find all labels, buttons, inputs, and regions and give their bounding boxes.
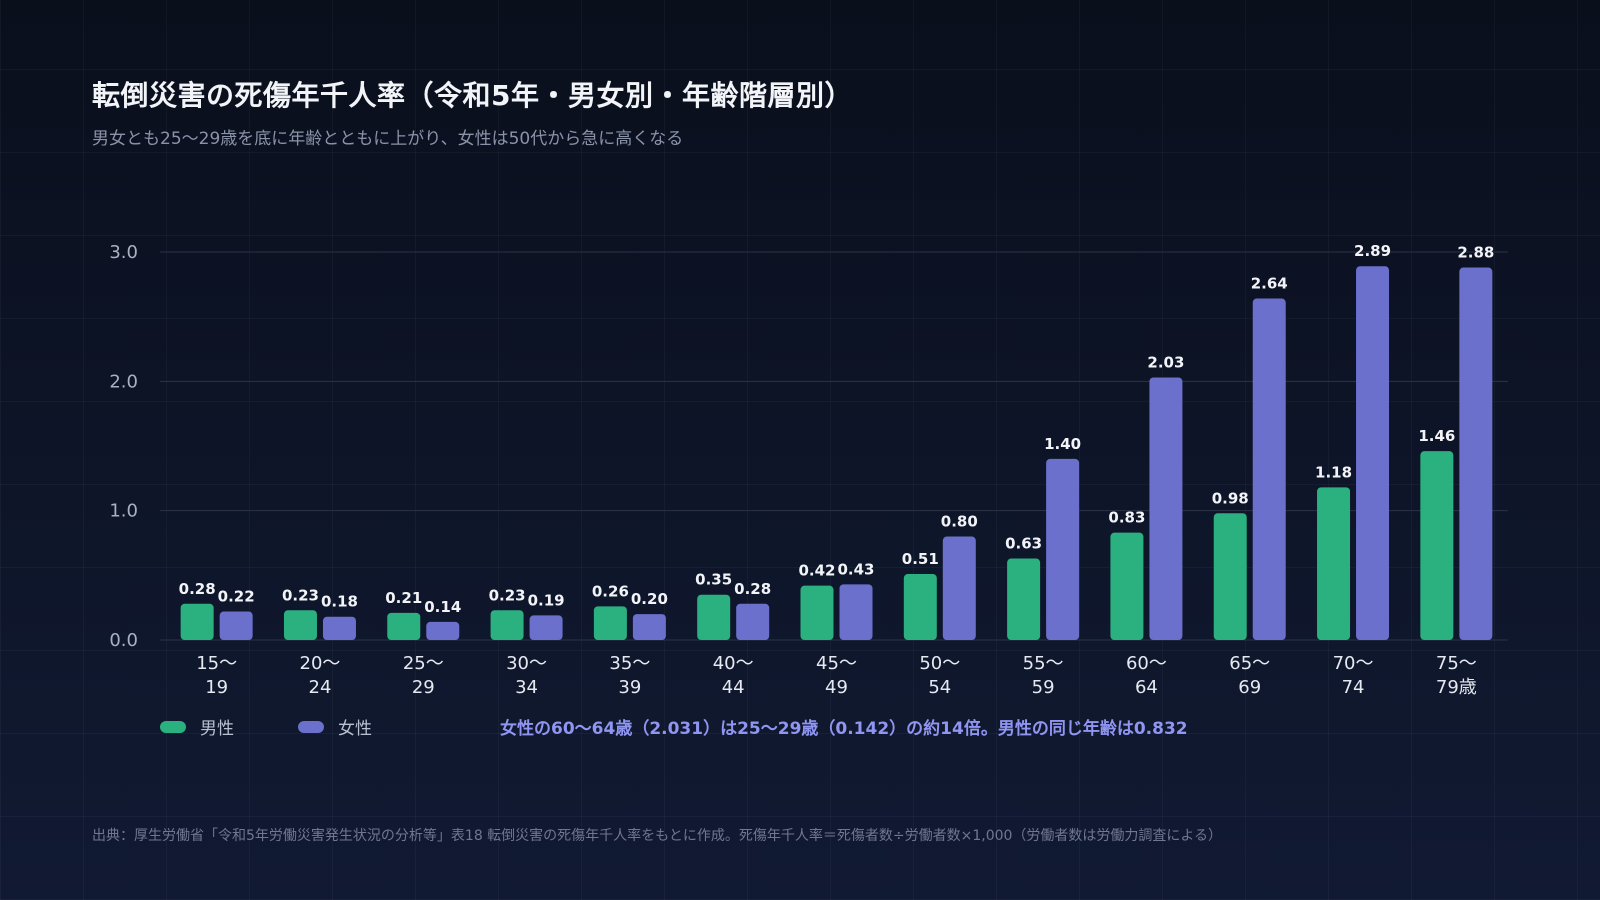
legend-item-male: 男性 [160, 714, 234, 739]
bar-female [839, 584, 873, 640]
x-tick-label: 49 [825, 677, 848, 698]
x-tick-label: 20〜 [300, 653, 341, 674]
x-tick-label: 39 [618, 677, 641, 698]
x-tick-label: 45〜 [816, 653, 857, 674]
x-tick-label: 35〜 [609, 653, 650, 674]
bar-male [1420, 451, 1454, 640]
bar-female [322, 616, 356, 640]
value-label-female: 0.80 [941, 513, 978, 531]
y-tick-label: 2.0 [109, 371, 138, 392]
legend-swatch-female [298, 720, 324, 733]
value-label-male: 1.18 [1315, 463, 1352, 481]
x-tick-label: 34 [515, 677, 538, 698]
value-label-male: 0.28 [179, 580, 216, 598]
bar-female [632, 614, 666, 640]
bar-female [1252, 298, 1286, 640]
x-tick-label: 50〜 [919, 653, 960, 674]
y-tick-label: 3.0 [109, 242, 138, 263]
value-label-male: 0.51 [902, 550, 939, 568]
bar-male [283, 610, 317, 640]
value-label-male: 0.98 [1212, 489, 1249, 507]
bar-male [490, 610, 524, 640]
legend-swatch-male [160, 720, 186, 733]
bar-male [180, 603, 214, 640]
legend-label-male: 男性 [200, 719, 234, 739]
bar-female [1356, 266, 1390, 640]
value-label-female: 0.28 [734, 580, 771, 598]
bar-female [1046, 458, 1080, 640]
x-tick-label: 40〜 [713, 653, 754, 674]
value-label-male: 0.26 [592, 582, 629, 600]
x-tick-label: 65〜 [1229, 653, 1270, 674]
bar-male [800, 585, 834, 640]
value-label-male: 0.23 [282, 586, 319, 604]
bar-male [1110, 532, 1144, 640]
bar-male [903, 574, 937, 640]
bar-male [1007, 558, 1041, 640]
bar-male [697, 594, 731, 640]
x-tick-label: 59 [1032, 677, 1055, 698]
bar-female [942, 536, 976, 640]
bar-male [593, 606, 627, 640]
x-tick-label: 25〜 [403, 653, 444, 674]
value-label-male: 0.83 [1108, 509, 1145, 527]
x-tick-label: 15〜 [196, 653, 237, 674]
value-label-female: 0.14 [424, 598, 461, 616]
grid-layer: 0.0 1.0 2.0 3.0 [109, 242, 1508, 651]
value-label-male: 0.21 [385, 589, 422, 607]
value-label-male: 0.35 [695, 571, 732, 589]
value-label-male: 0.42 [798, 562, 835, 580]
bar-female [1149, 377, 1183, 640]
y-tick-label: 1.0 [109, 501, 138, 522]
bar-male [1317, 487, 1351, 640]
x-tick-label: 74 [1342, 677, 1365, 698]
legend-item-female: 女性 [298, 714, 372, 739]
x-tick-label: 19 [205, 677, 228, 698]
page-subtitle: 男女とも25〜29歳を底に年齢とともに上がり、女性は50代から急に高くなる [92, 129, 684, 149]
value-label-female: 2.88 [1457, 244, 1494, 262]
page-title: 転倒災害の死傷年千人率（令和5年・男女別・年齢階層別） [92, 79, 853, 112]
x-tick-label: 79歳 [1436, 677, 1477, 698]
value-label-female: 2.89 [1354, 242, 1391, 260]
bar-female [426, 621, 460, 640]
bar-female [529, 615, 563, 640]
x-tick-label: 69 [1238, 677, 1261, 698]
x-tick-label: 70〜 [1333, 653, 1374, 674]
value-label-female: 2.03 [1147, 353, 1184, 371]
legend: 男性 女性 [160, 714, 436, 739]
value-label-female: 2.64 [1251, 275, 1288, 293]
bar-male [387, 612, 421, 640]
x-tick-label: 30〜 [506, 653, 547, 674]
bar-female [1459, 267, 1493, 640]
value-label-female: 0.18 [321, 593, 358, 611]
value-label-male: 0.63 [1005, 535, 1042, 553]
x-tick-label: 44 [722, 677, 745, 698]
x-tick-label: 24 [309, 677, 332, 698]
value-label-male: 1.46 [1418, 427, 1455, 445]
x-tick-label: 64 [1135, 677, 1158, 698]
value-label-female: 0.20 [631, 590, 668, 608]
chart-annotation: 女性の60〜64歳（2.031）は25〜29歳（0.142）の約14倍。男性の同… [500, 719, 1188, 739]
value-label-female: 1.40 [1044, 435, 1081, 453]
x-tick-label: 29 [412, 677, 435, 698]
x-tick-label: 55〜 [1023, 653, 1064, 674]
bar-female [736, 603, 770, 640]
x-tick-label: 54 [928, 677, 951, 698]
bar-male [1213, 513, 1247, 640]
legend-label-female: 女性 [338, 719, 372, 739]
y-tick-label: 0.0 [109, 630, 138, 651]
x-tick-label: 60〜 [1126, 653, 1167, 674]
value-label-male: 0.23 [489, 586, 526, 604]
value-label-female: 0.22 [218, 588, 255, 606]
value-label-female: 0.19 [528, 591, 565, 609]
bars-layer [180, 266, 1493, 640]
x-tick-label: 75〜 [1436, 653, 1477, 674]
value-label-female: 0.43 [837, 560, 874, 578]
source-note: 出典：厚生労働省「令和5年労働災害発生状況の分析等」表18 転倒災害の死傷年千人… [92, 828, 1223, 844]
bar-female [219, 611, 253, 640]
